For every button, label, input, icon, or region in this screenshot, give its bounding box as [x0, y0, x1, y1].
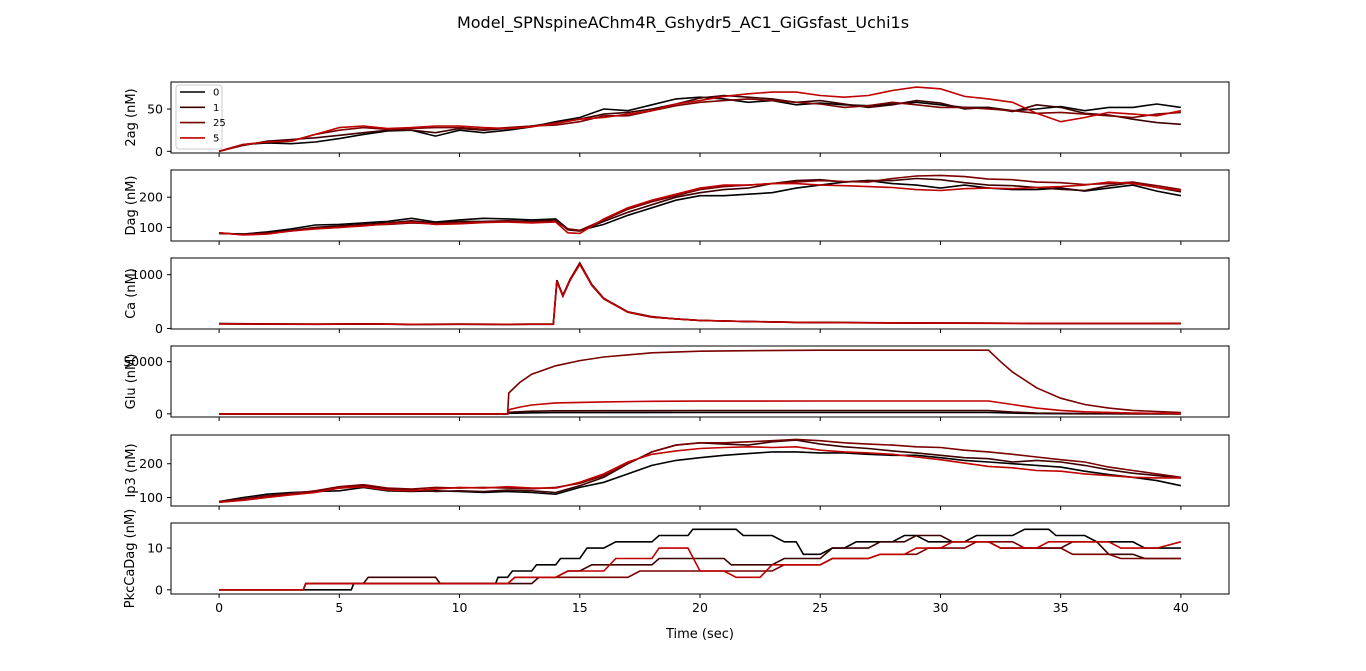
y-axis-label: PkcCaDag (nM) [123, 509, 138, 609]
series-line-1 [219, 177, 1182, 235]
y-tick-label: 50 [147, 102, 163, 117]
series-line-1 [218, 94, 1181, 153]
series-line-25 [218, 98, 1181, 153]
x-tick-label: 0 [215, 600, 223, 615]
x-tick-label: 30 [933, 600, 949, 615]
legend-label: 25 [213, 118, 226, 129]
legend-label: 5 [213, 133, 219, 144]
y-tick-label: 10 [147, 541, 163, 556]
figure-title: Model_SPNspineAChm4R_Gshydr5_AC1_GiGsfas… [457, 13, 909, 33]
series-line-1 [219, 409, 1181, 415]
series-line-5 [219, 400, 1181, 415]
legend-label: 0 [213, 88, 219, 99]
y-axis-label: Ca (nM) [124, 268, 139, 319]
y-tick-label: 100 [139, 490, 163, 505]
x-axis-label: Time (sec) [665, 627, 734, 642]
x-tick-label: 20 [692, 600, 708, 615]
series-line-0 [219, 179, 1182, 235]
y-tick-label: 200 [139, 456, 163, 471]
series-line-5 [219, 262, 1181, 326]
y-axis-label: 2ag (nM) [124, 88, 139, 146]
y-tick-label: 0 [155, 144, 163, 159]
y-tick-label: 200 [139, 190, 163, 205]
y-tick-label: 0 [155, 321, 163, 336]
series-line-5 [218, 86, 1182, 153]
series-line-5 [219, 540, 1182, 591]
y-axis-label: Dag (nM) [124, 176, 139, 236]
x-tick-label: 40 [1173, 600, 1189, 615]
series-line-5 [219, 181, 1181, 236]
series-line-25 [219, 349, 1181, 415]
x-tick-label: 15 [572, 600, 588, 615]
y-tick-label: 0 [155, 582, 163, 597]
y-tick-label: 1000 [131, 267, 163, 282]
y-tick-label: 100 [139, 220, 163, 235]
y-axis-label: Glu (nM) [124, 354, 139, 410]
series-line-0 [219, 528, 1181, 591]
legend: 0 1 25 5 [175, 84, 226, 150]
series-line-5 [219, 445, 1181, 504]
x-tick-label: 35 [1053, 600, 1069, 615]
x-tick-label: 25 [812, 600, 828, 615]
x-tick-label: 10 [452, 600, 468, 615]
x-tick-label: 5 [335, 600, 343, 615]
legend-box [175, 84, 223, 150]
series-line-25 [219, 438, 1182, 503]
y-axis-label: Ip3 (nM) [124, 443, 139, 497]
y-tick-label: 50000 [123, 354, 163, 369]
panel-6: 0 5 10 15 20 25 30 35 40 0 10 PkcCaDag (nM) [123, 509, 1230, 615]
y-tick-label: 0 [155, 406, 163, 421]
legend-label: 1 [213, 103, 219, 114]
